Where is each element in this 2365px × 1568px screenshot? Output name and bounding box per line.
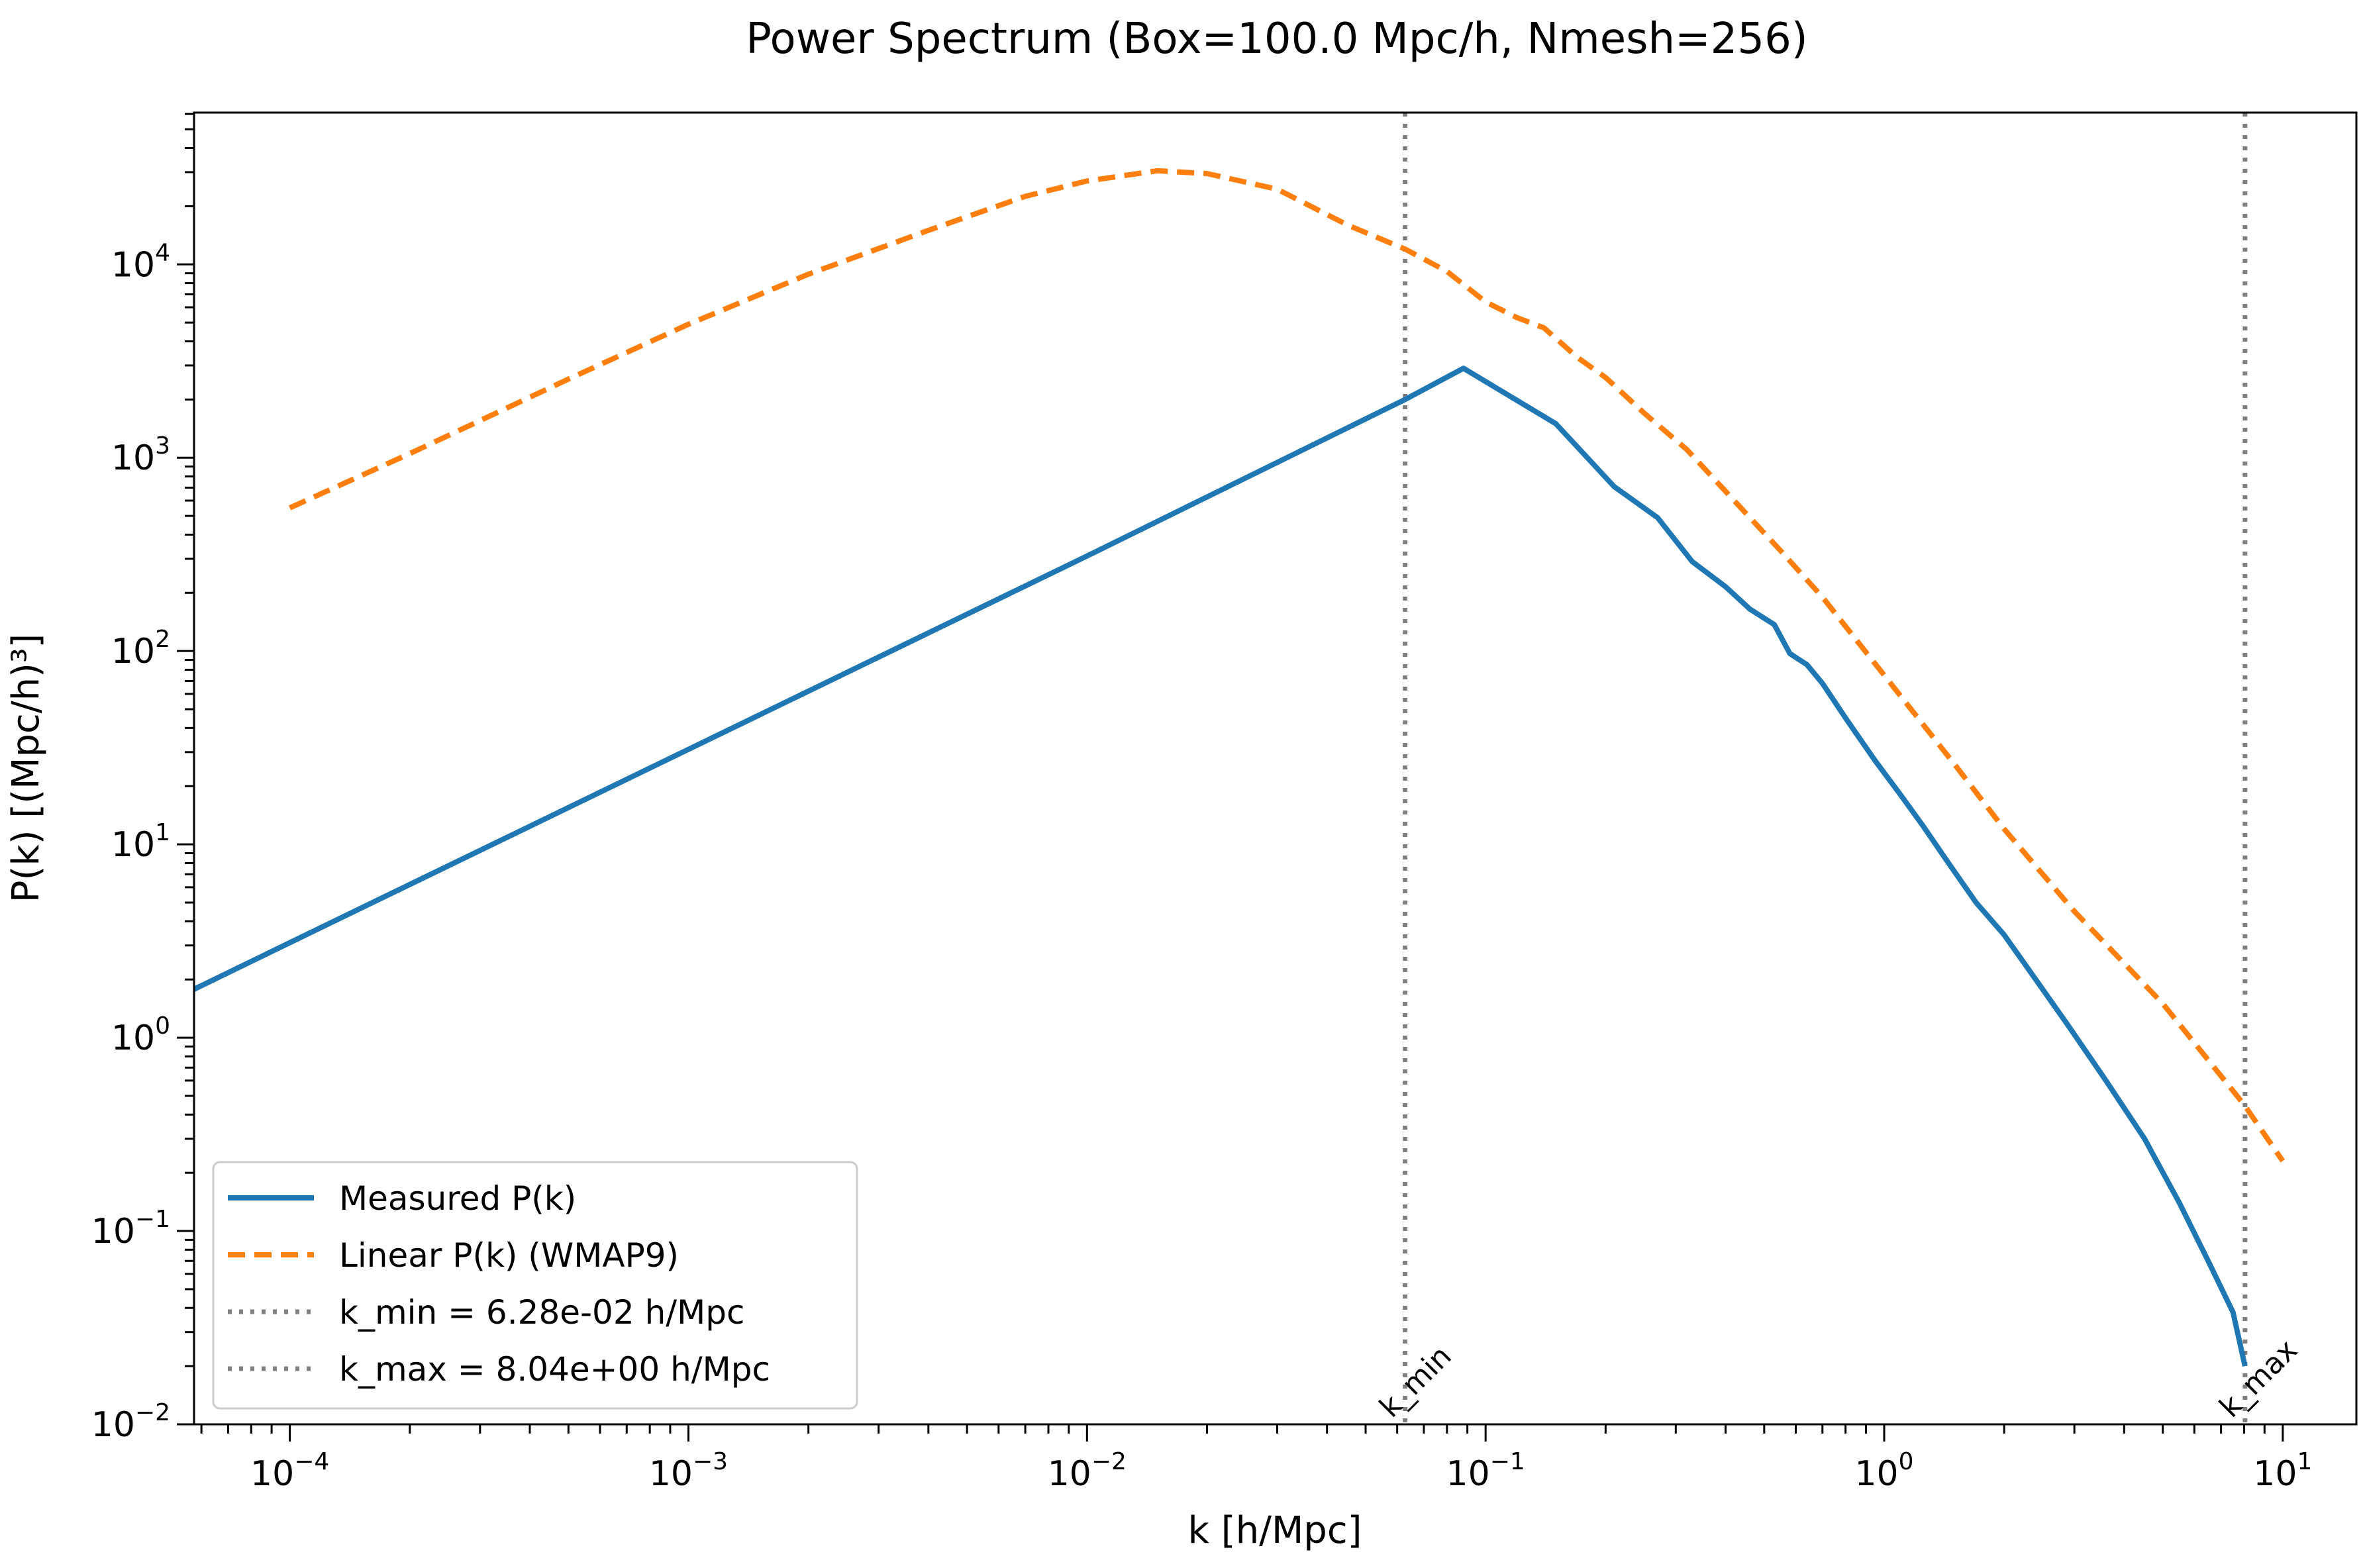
y-tick-label: 10−1 — [91, 1206, 170, 1251]
legend: Measured P(k) Linear P(k) (WMAP9) k_min = … — [212, 1161, 858, 1410]
y-tick-label: 101 — [111, 819, 170, 865]
legend-label-1: Measured P(k) — [339, 1179, 576, 1218]
chart-title: Power Spectrum (Box=100.0 Mpc/h, Nmesh=2… — [746, 15, 1808, 64]
y-axis-label: P(k) [(Mpc/h)³] — [5, 634, 48, 903]
x-tick-label: 100 — [1854, 1448, 1913, 1494]
series-line-2 — [288, 168, 2286, 1163]
x-tick-label: 10−2 — [1048, 1448, 1127, 1494]
legend-label-4: k_max = 8.04e+00 h/Mpc — [339, 1350, 770, 1389]
y-tick-label: 103 — [111, 432, 170, 478]
y-tick-label: 100 — [111, 1012, 170, 1058]
x-axis-ticks: 10−4 10−3 10−2 10−1 100 101 — [200, 1424, 2312, 1494]
x-tick-label: 10−1 — [1446, 1448, 1525, 1494]
y-tick-label: 10−2 — [91, 1399, 170, 1445]
legend-label-2: Linear P(k) (WMAP9) — [339, 1236, 679, 1275]
x-tick-label: 101 — [2253, 1448, 2312, 1494]
x-axis-label: k [h/Mpc] — [1188, 1509, 1362, 1552]
x-tick-label: 10−3 — [649, 1448, 728, 1494]
y-tick-label: 104 — [111, 239, 170, 285]
legend-label-3: k_min = 6.28e-02 h/Mpc — [339, 1293, 744, 1332]
y-tick-label: 102 — [111, 626, 170, 671]
series-line-1 — [193, 366, 2248, 1367]
plot-frame — [193, 111, 2358, 1426]
legend-box — [212, 1161, 858, 1410]
x-tick-label: 10−4 — [250, 1448, 329, 1494]
y-axis-ticks: 10−2 10−1 100 101 102 103 104 — [91, 113, 194, 1445]
